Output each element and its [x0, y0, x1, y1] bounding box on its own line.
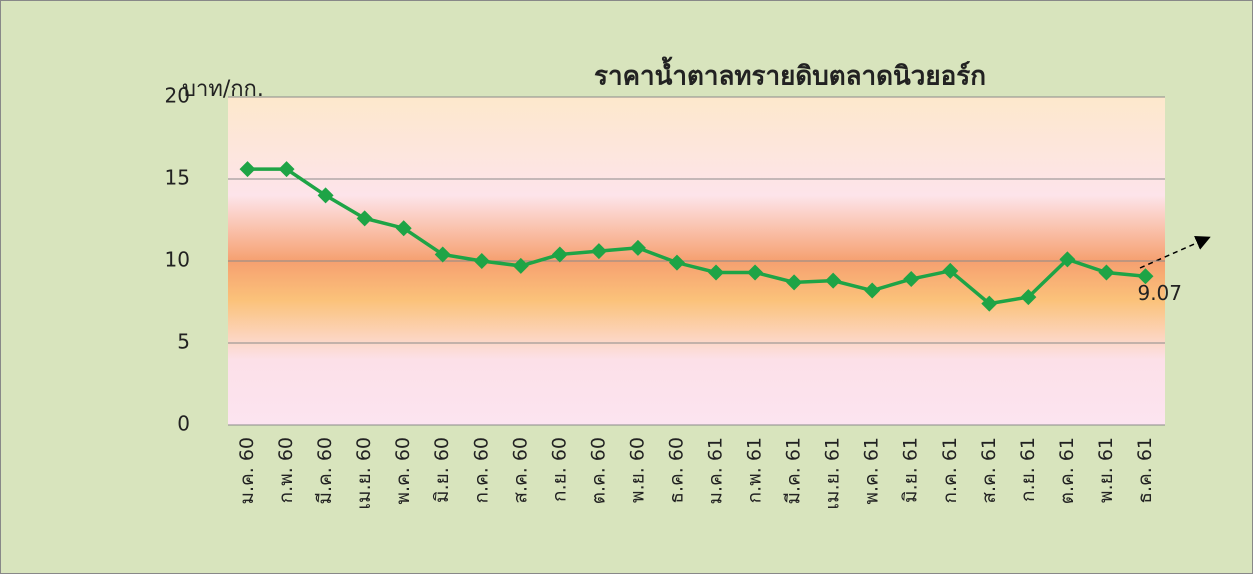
y-tick-label: 0: [177, 412, 190, 436]
marker: [1098, 264, 1115, 281]
x-tick-label: ก.ย. 61: [1017, 437, 1039, 502]
marker: [981, 295, 998, 312]
data-label: 9.07: [1137, 281, 1182, 305]
y-tick-label: 15: [165, 166, 190, 190]
marker: [708, 264, 725, 281]
arrow: [1139, 235, 1211, 269]
marker: [786, 274, 803, 291]
x-tick-label: ธ.ค. 60: [665, 437, 687, 504]
x-tick-label: พ.ย. 61: [1095, 437, 1117, 503]
marker: [395, 220, 412, 237]
x-tick-label: เม.ย. 60: [353, 437, 375, 509]
marker: [864, 282, 881, 299]
marker: [551, 246, 568, 263]
chart-title: ราคาน้ำตาลทรายดิบตลาดนิวยอร์ก: [594, 56, 986, 92]
x-tick-label: ก.พ. 61: [744, 437, 766, 503]
marker: [317, 187, 334, 204]
marker: [747, 264, 764, 281]
marker: [668, 254, 685, 271]
marker: [903, 271, 920, 288]
x-tick-label: ต.ค. 61: [1056, 437, 1078, 504]
marker: [473, 253, 490, 269]
x-tick-label: ก.ย. 60: [548, 437, 570, 502]
x-tick-label: พ.ค. 60: [392, 437, 414, 505]
marker: [1137, 268, 1154, 285]
x-tick-label: ต.ค. 60: [587, 437, 609, 504]
marker: [1020, 289, 1037, 306]
marker: [942, 262, 959, 279]
x-tick-label: ม.ค. 61: [705, 437, 727, 505]
marker: [356, 210, 373, 227]
x-tick-label: พ.ย. 60: [626, 437, 648, 503]
x-tick-label: มิ.ย. 60: [431, 437, 453, 503]
marker: [629, 239, 646, 256]
marker: [825, 272, 842, 289]
x-tick-label: ส.ค. 60: [509, 437, 531, 504]
x-tick-label: ม.ค. 60: [236, 437, 258, 505]
marker: [434, 246, 451, 263]
x-tick-label: ส.ค. 61: [978, 437, 1000, 504]
x-tick-label: ก.ค. 61: [939, 437, 961, 504]
y-axis-label: บาท/กก.: [182, 77, 264, 102]
marker: [512, 257, 529, 274]
y-tick-label: 5: [177, 330, 190, 354]
x-tick-label: ก.พ. 60: [275, 437, 297, 503]
x-tick-label: ก.ค. 60: [470, 437, 492, 504]
x-tick-label: มิ.ย. 61: [900, 437, 922, 503]
marker: [239, 161, 256, 178]
x-tick-label: มี.ค. 60: [314, 437, 336, 505]
x-tick-label: ธ.ค. 61: [1134, 437, 1156, 504]
x-tick-label: พ.ค. 61: [861, 437, 883, 505]
marker: [590, 243, 607, 260]
y-tick-label: 20: [165, 84, 190, 108]
y-tick-label: 10: [165, 248, 190, 272]
marker: [278, 161, 295, 178]
x-tick-label: มี.ค. 61: [783, 437, 805, 505]
marker: [1059, 251, 1076, 268]
x-tick-label: เม.ย. 61: [822, 437, 844, 509]
